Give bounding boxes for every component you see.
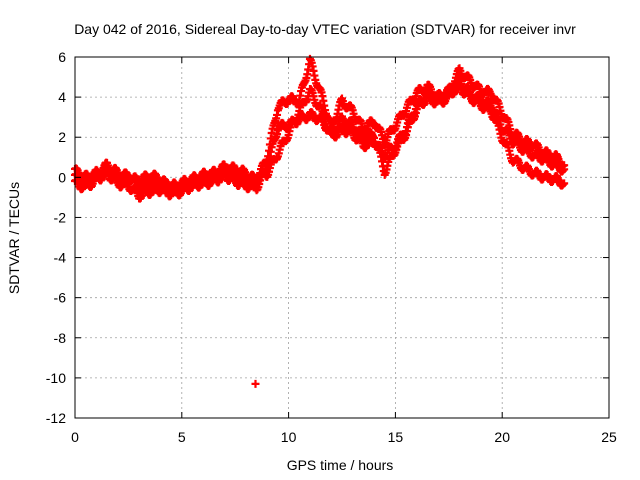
x-tick-label: 10: [281, 429, 297, 445]
x-tick-label: 25: [601, 429, 617, 445]
y-tick-label: -12: [46, 410, 66, 426]
y-tick-label: -8: [54, 330, 67, 346]
grid: [75, 57, 609, 418]
y-tick-label: 2: [58, 129, 66, 145]
x-axis-label: GPS time / hours: [287, 457, 394, 473]
y-tick-label: 4: [58, 89, 66, 105]
y-tick-label: 0: [58, 169, 66, 185]
x-tick-label: 15: [388, 429, 404, 445]
outlier-point: [251, 379, 260, 388]
x-tick-label: 0: [71, 429, 79, 445]
axis-ticks: 0 5 10 15 20 25 -12 -10 -8 -6 -4 -2 0 2 4 6: [46, 49, 617, 445]
data-point: [560, 165, 569, 174]
y-tick-label: -10: [46, 370, 66, 386]
y-axis-label: SDTVAR / TECUs: [6, 182, 22, 294]
data-points: [71, 54, 569, 388]
plot-frame: [74, 56, 610, 419]
y-tick-label: -2: [54, 209, 67, 225]
y-tick-label: -4: [54, 250, 67, 266]
x-tick-label: 5: [178, 429, 186, 445]
y-tick-label: -6: [54, 290, 67, 306]
x-tick-label: 20: [494, 429, 510, 445]
chart-title: Day 042 of 2016, Sidereal Day-to-day VTE…: [74, 21, 576, 37]
y-tick-label: 6: [58, 49, 66, 65]
data-point: [560, 179, 569, 188]
